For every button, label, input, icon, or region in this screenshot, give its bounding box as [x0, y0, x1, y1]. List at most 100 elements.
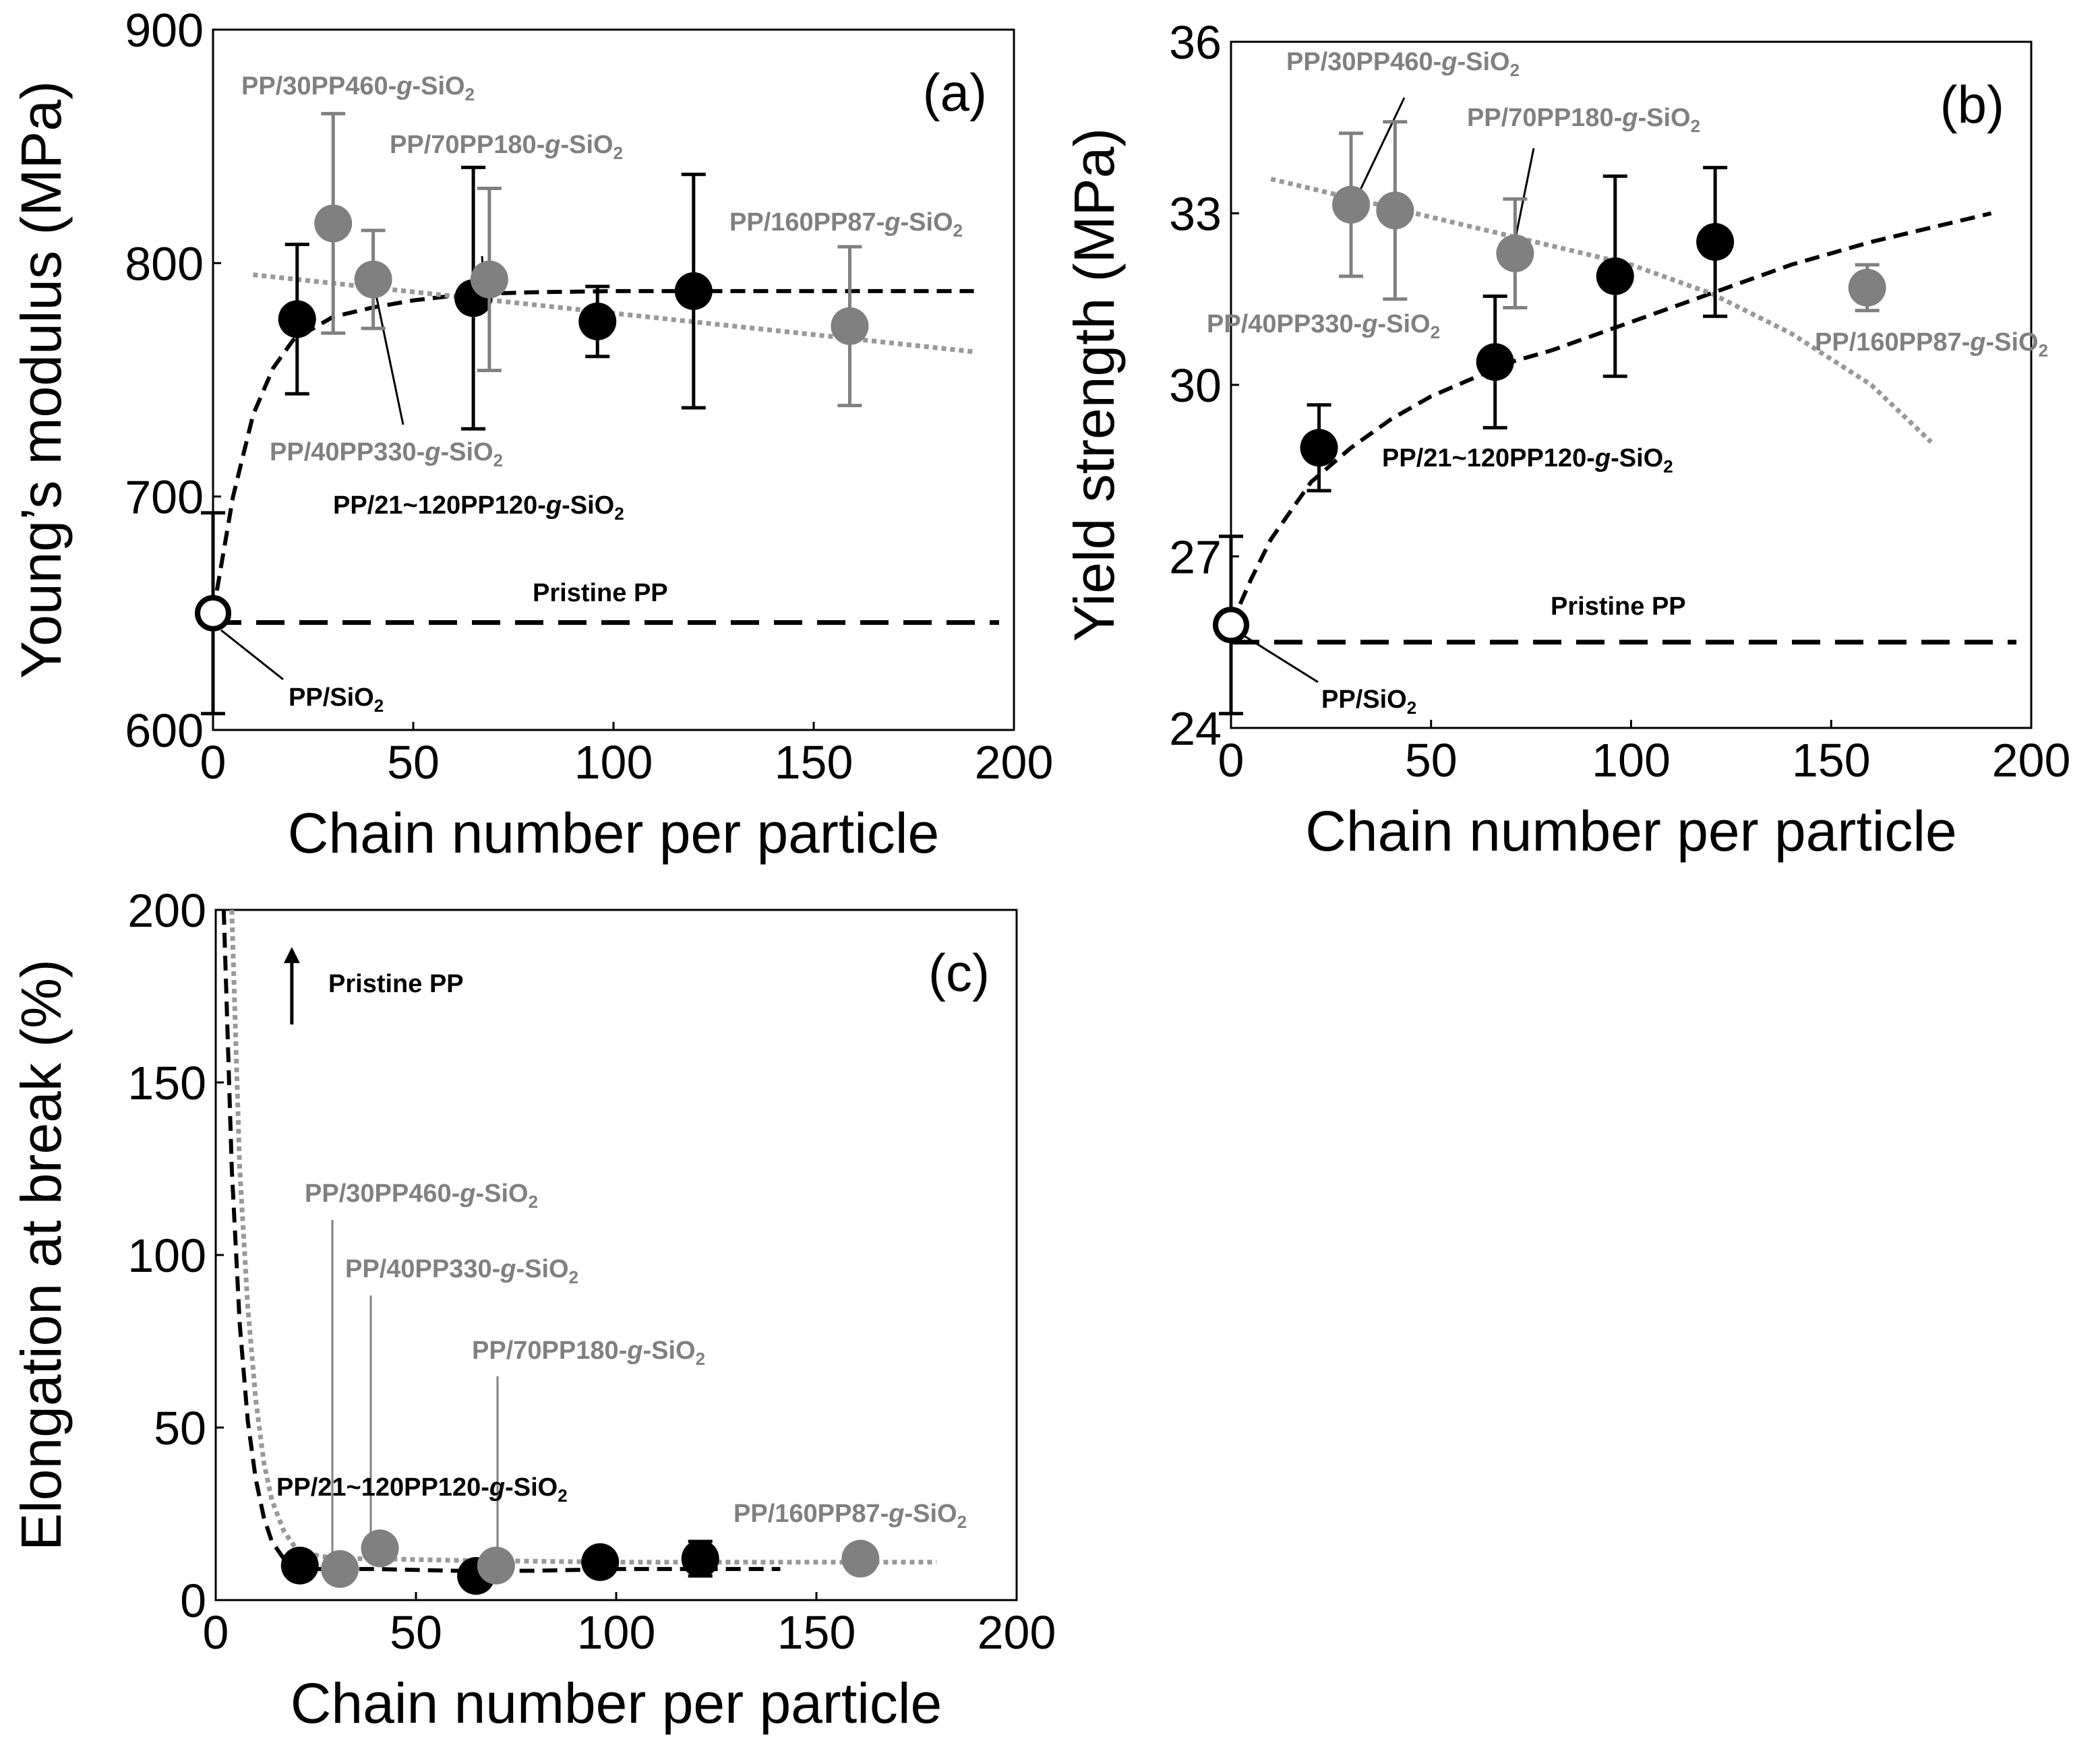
annotation-label: PP/SiO2 — [289, 683, 384, 716]
annotation-italic: g — [489, 1473, 505, 1502]
data-point-gray — [1376, 191, 1414, 230]
annotation-italic: g — [396, 72, 412, 100]
annotation-prefix: PP/40PP330- — [345, 1255, 500, 1283]
annotation-label: Pristine PP — [1551, 592, 1686, 621]
x-axis-label: Chain number per particle — [1305, 799, 1957, 863]
annotation-italic: g — [544, 131, 560, 159]
y-axis-label: Elongation at break (%) — [9, 959, 73, 1551]
trend-line-dashed — [211, 288, 974, 614]
annotation-subscript: 2 — [558, 1486, 567, 1506]
data-point-gray — [1496, 234, 1534, 272]
annotation-subscript: 2 — [374, 696, 384, 716]
data-point-gray — [477, 1546, 515, 1585]
annotation-label: Pristine PP — [328, 970, 464, 998]
annotation-italic: g — [1621, 104, 1638, 132]
data-point-black — [674, 272, 713, 310]
x-tick-label: 50 — [390, 1606, 442, 1659]
x-axis-label: Chain number per particle — [288, 801, 940, 865]
annotation-prefix: PP/70PP180- — [472, 1337, 627, 1365]
annotation-italic: g — [459, 1180, 475, 1208]
pristine-arrow-head — [283, 947, 300, 963]
annotation-sio: -SiO — [1457, 48, 1509, 76]
annotation-subscript: 2 — [1663, 456, 1673, 477]
data-point-black — [581, 1543, 620, 1581]
x-tick-label: 150 — [775, 736, 853, 789]
y-tick-label: 30 — [1169, 359, 1222, 412]
annotation-italic: g — [545, 491, 562, 520]
annotation-label: PP/SiO2 — [1321, 685, 1416, 718]
annotation-subscript: 2 — [1691, 116, 1700, 136]
data-point-gray — [354, 260, 392, 299]
panel-label: (a) — [923, 63, 987, 122]
annotation-label: PP/30PP460-g-SiO2 — [1286, 48, 1520, 80]
data-point-black — [1300, 429, 1338, 467]
annotation-italic: g — [1441, 48, 1457, 76]
data-point-gray — [314, 204, 353, 243]
x-tick-label: 50 — [387, 736, 440, 789]
y-axis-label: Young’s modulus (MPa) — [9, 81, 73, 679]
y-tick-label: 700 — [125, 471, 204, 524]
annotation-prefix: PP/21~120PP120- — [276, 1473, 489, 1502]
y-tick-label: 600 — [125, 704, 204, 757]
annotation-subscript: 2 — [614, 503, 624, 524]
annotation-italic: g — [424, 438, 440, 466]
annotation-italic: g — [500, 1255, 516, 1283]
x-tick-label: 150 — [1792, 734, 1871, 787]
panel-c: 0 50 100 150 200 0 50 100 150 200 Chain number per… — [9, 884, 1056, 1735]
annotation-label: PP/30PP460-g-SiO2 — [305, 1180, 538, 1212]
annotation-prefix: PP/160PP87- — [729, 208, 884, 237]
annotation-label: PP/70PP180-g-SiO2 — [1467, 104, 1700, 136]
annotation-sio: -SiO — [560, 131, 613, 159]
x-tick-label: 0 — [1218, 734, 1244, 787]
annotation-prefix: PP/30PP460- — [1286, 48, 1441, 76]
annotation-subscript: 2 — [1510, 60, 1520, 80]
data-point-black — [280, 1546, 319, 1585]
y-tick-label: 800 — [125, 237, 204, 290]
panel-b: 0 50 100 150 200 24 27 30 33 36 Chain number per p… — [1062, 16, 2070, 863]
annotation-italic: g — [1969, 328, 1985, 357]
annotation-sio: -SiO — [562, 491, 614, 520]
annotation-sio: -SiO — [475, 1180, 528, 1208]
x-tick-label: 200 — [1992, 734, 2071, 787]
x-axis-label: Chain number per particle — [291, 1672, 942, 1735]
x-tick-label: 150 — [777, 1606, 856, 1659]
annotation-sio: -SiO — [1377, 310, 1430, 338]
annotation-subscript: 2 — [2039, 340, 2048, 361]
annotation-subscript: 2 — [953, 220, 963, 241]
annotation-sio: -SiO — [1985, 328, 2038, 357]
data-point-black — [578, 302, 617, 340]
y-axis-label: Yield strength (MPa) — [1062, 128, 1126, 642]
y-tick-label: 200 — [127, 884, 206, 937]
annotation-prefix: PP/160PP87- — [733, 1500, 889, 1528]
y-tick-label: 900 — [125, 4, 204, 57]
annotation-sio: -SiO — [516, 1255, 568, 1283]
annotation-prefix: PP/21~120PP120- — [333, 491, 546, 520]
annotation-sio: -SiO — [412, 72, 464, 100]
annotation-subscript: 2 — [529, 1192, 538, 1212]
y-tick-label: 100 — [127, 1229, 206, 1282]
data-point-gray — [1848, 268, 1886, 307]
annotation-label: PP/21~120PP120-g-SiO2 — [333, 491, 624, 524]
panel-a: 0 50 100 150 200 600 700 800 900 Chain number per… — [9, 4, 1053, 865]
annotation-label: Pristine PP — [533, 579, 668, 607]
trend-line-dashed — [221, 909, 781, 1573]
x-tick-label: 200 — [978, 1606, 1056, 1659]
annotation-subscript: 2 — [1431, 322, 1440, 342]
data-point-black — [278, 300, 316, 338]
annotation-label: PP/21~120PP120-g-SiO2 — [1382, 444, 1673, 477]
x-tick-label: 100 — [1592, 734, 1671, 787]
annotation-prefix: PP/21~120PP120- — [1382, 444, 1595, 472]
leader-line — [373, 285, 404, 425]
annotation-label: PP/40PP330-g-SiO2 — [345, 1255, 578, 1287]
y-tick-label: 0 — [180, 1574, 206, 1627]
annotation-prefix: PP/40PP330- — [1207, 310, 1362, 338]
annotation-label: PP/70PP180-g-SiO2 — [472, 1337, 705, 1369]
data-point-gray — [831, 307, 869, 345]
x-tick-label: 0 — [203, 1606, 229, 1659]
annotation-sio: PP/SiO — [289, 683, 374, 712]
annotation-prefix: PP/30PP460- — [305, 1180, 460, 1208]
annotation-subscript: 2 — [1407, 698, 1416, 718]
data-point-gray — [470, 260, 508, 299]
x-tick-label: 100 — [574, 736, 653, 789]
